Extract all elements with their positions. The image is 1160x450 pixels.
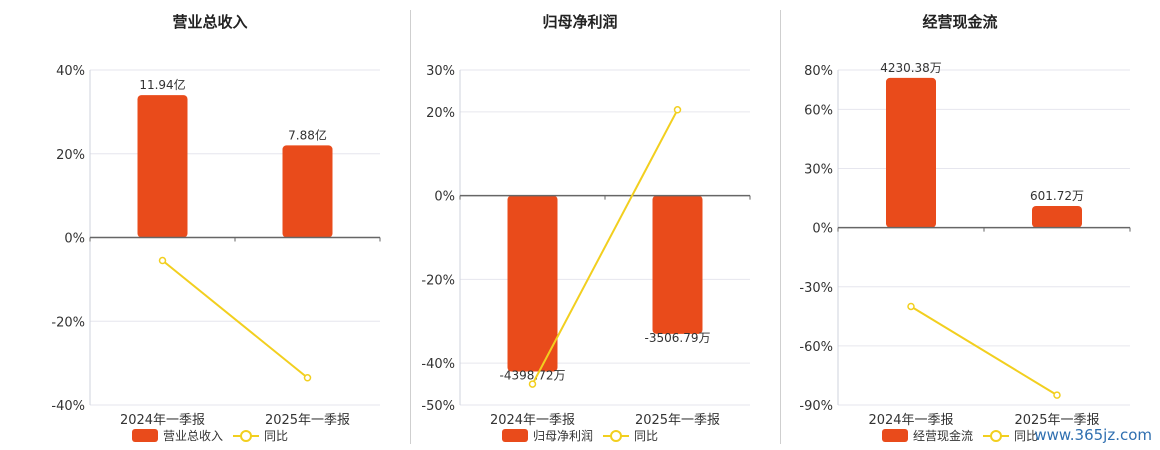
y-tick-label: -30%	[799, 281, 833, 296]
legend-swatch-marker	[610, 430, 622, 442]
y-tick-label: 0%	[812, 222, 833, 237]
x-category-label: 2024年一季报	[868, 413, 953, 428]
legend-label-line: 同比	[264, 429, 288, 443]
bar	[507, 195, 558, 372]
chart-title: 营业总收入	[172, 13, 247, 31]
chart-title: 经营现金流	[922, 13, 997, 31]
yoy-point	[303, 374, 312, 382]
yoy-point	[1053, 391, 1061, 399]
panel-divider	[780, 10, 781, 444]
legend-swatch-marker	[990, 430, 1002, 442]
legend-swatch-bar	[502, 429, 528, 442]
yoy-point	[673, 106, 682, 114]
yoy-point	[158, 256, 167, 265]
legend-swatch-bar	[882, 429, 908, 442]
yoy-line	[161, 259, 309, 379]
bar-value-label: 4230.38万	[880, 61, 942, 75]
y-tick-label: 40%	[56, 64, 85, 79]
yoy-point	[528, 380, 537, 388]
bar	[1032, 205, 1082, 228]
bar-value-label: -3506.79万	[645, 331, 711, 345]
y-tick-label: -50%	[421, 399, 455, 414]
panel-divider	[410, 10, 411, 444]
yoy-line	[531, 109, 679, 385]
x-category-label: 2025年一季报	[635, 413, 720, 428]
y-tick-label: -40%	[51, 399, 85, 414]
yoy-point	[907, 302, 915, 311]
y-tick-label: -20%	[421, 273, 455, 288]
bar	[282, 145, 333, 238]
y-tick-label: 0%	[64, 232, 85, 247]
chart-title: 归母净利润	[542, 13, 617, 31]
y-tick-label: 80%	[804, 64, 833, 79]
legend-label-line: 同比	[634, 429, 658, 443]
y-tick-label: 20%	[56, 148, 85, 163]
y-tick-label: -90%	[799, 399, 833, 414]
legend-swatch-marker	[240, 430, 252, 442]
bar-value-label: 601.72万	[1030, 189, 1084, 203]
x-category-label: 2024年一季报	[120, 413, 205, 428]
legend-label-bar: 经营现金流	[913, 428, 973, 443]
legend-label-bar: 营业总收入	[163, 429, 223, 443]
y-tick-label: -60%	[799, 340, 833, 355]
bar	[886, 77, 936, 228]
y-tick-label: 20%	[426, 106, 455, 121]
legend-label-bar: 归母净利润	[533, 429, 593, 443]
y-tick-label: 30%	[804, 163, 833, 178]
y-tick-label: 0%	[434, 190, 455, 205]
bar-value-label: 7.88亿	[288, 127, 327, 142]
y-tick-label: -40%	[421, 357, 455, 372]
watermark: www.365jz.com	[1034, 426, 1152, 444]
yoy-line	[910, 305, 1058, 397]
bar	[652, 195, 703, 334]
x-category-label: 2025年一季报	[1014, 413, 1099, 428]
bar	[137, 95, 188, 238]
x-category-label: 2024年一季报	[490, 413, 575, 428]
y-tick-label: 30%	[426, 64, 455, 79]
legend-swatch-bar	[132, 429, 158, 442]
bar-value-label: -4398.72万	[500, 369, 566, 383]
y-tick-label: -20%	[51, 315, 85, 330]
legend-label-line: 同比	[1014, 429, 1038, 443]
y-tick-label: 60%	[804, 103, 833, 118]
bar-value-label: 11.94亿	[139, 77, 185, 92]
x-category-label: 2025年一季报	[265, 413, 350, 428]
